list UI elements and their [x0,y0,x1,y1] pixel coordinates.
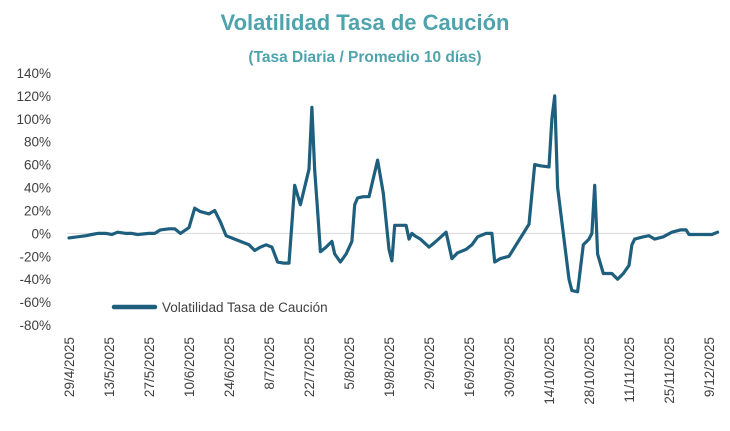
x-tick-label: 5/8/2025 [342,337,357,390]
x-tick-label: 19/8/2025 [382,337,397,397]
plot-area [67,94,720,294]
x-tick-label: 29/4/2025 [62,337,77,397]
chart-title: Volatilidad Tasa de Caución [220,10,510,35]
y-tick-label: -80% [19,318,51,333]
y-tick-label: 80% [24,135,51,150]
x-tick-label: 13/5/2025 [102,337,117,397]
y-axis: 140% 120% 100% 80% 60% 40% 20% 0% -20% -40% -60% -8… [16,66,51,333]
y-tick-label: -20% [19,249,51,264]
x-tick-label: 28/10/2025 [582,337,597,405]
y-tick-label: 0% [31,226,51,241]
y-tick-label: 140% [16,66,51,81]
y-tick-label: 60% [24,158,51,173]
x-tick-label: 10/6/2025 [182,337,197,397]
x-tick-label: 16/9/2025 [462,337,477,397]
y-tick-label: 40% [24,181,51,196]
y-tick-label: -60% [19,295,51,310]
x-tick-label: 11/11/2025 [622,337,637,403]
y-tick-label: 100% [16,112,51,127]
x-axis: 29/4/2025 13/5/2025 27/5/2025 10/6/2025 24/6… [62,337,717,405]
x-tick-label: 2/9/2025 [422,337,437,390]
x-tick-label: 25/11/2025 [662,337,677,404]
legend: Volatilidad Tasa de Caución [111,300,328,315]
y-tick-label: 120% [16,89,51,104]
x-tick-label: 27/5/2025 [142,337,157,397]
y-tick-label: 20% [24,203,51,218]
x-tick-label: 9/12/2025 [702,337,717,397]
series-line [67,94,720,294]
x-tick-label: 8/7/2025 [262,337,277,390]
x-tick-label: 14/10/2025 [542,337,557,405]
x-tick-label: 30/9/2025 [502,337,517,397]
chart-subtitle: (Tasa Diaria / Promedio 10 días) [248,49,482,66]
x-tick-label: 22/7/2025 [302,337,317,397]
x-tick-label: 24/6/2025 [222,337,237,397]
legend-label: Volatilidad Tasa de Caución [162,300,328,315]
y-tick-label: -40% [19,272,51,287]
